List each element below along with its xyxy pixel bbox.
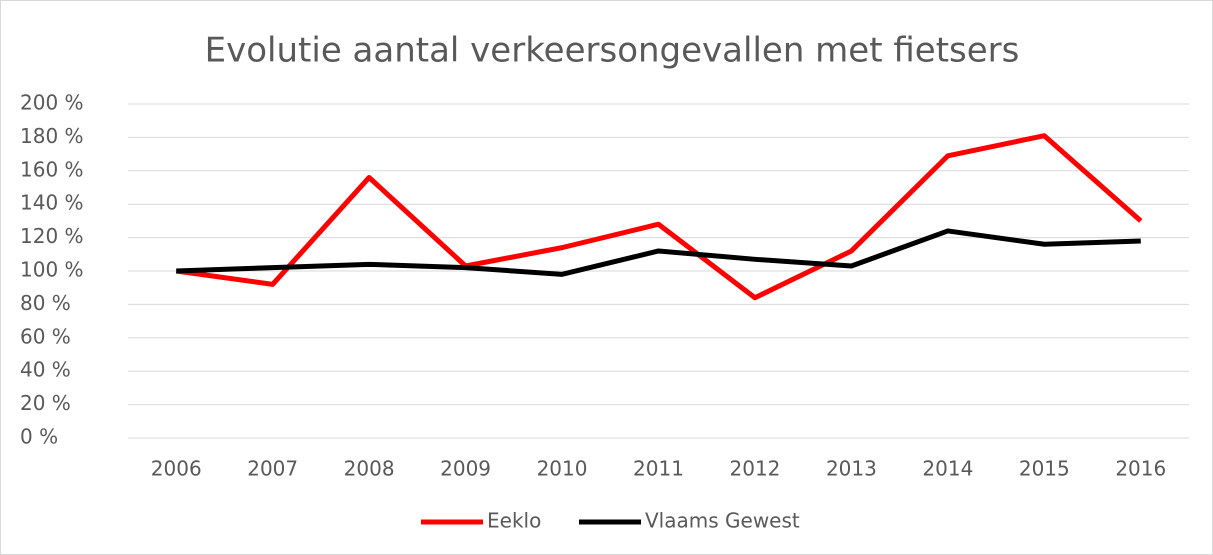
y-tick-label: 40 % <box>20 358 71 382</box>
y-tick-label: 140 % <box>20 191 84 215</box>
series-line <box>175 133 1143 301</box>
series-line <box>176 228 1141 277</box>
chart-title: Evolutie aantal verkeersongevallen met f… <box>205 31 1020 71</box>
x-tick-label: 2009 <box>440 457 491 481</box>
y-tick-label: 200 % <box>20 91 84 115</box>
x-tick-label: 2008 <box>344 457 395 481</box>
legend-label: Eeklo <box>487 509 541 533</box>
x-tick-label: 2011 <box>633 457 684 481</box>
y-tick-label: 100 % <box>20 258 84 282</box>
x-tick-label: 2006 <box>151 457 202 481</box>
y-tick-label: 0 % <box>20 425 58 449</box>
x-tick-label: 2010 <box>537 457 588 481</box>
x-tick-label: 2015 <box>1019 457 1070 481</box>
x-tick-label: 2014 <box>922 457 973 481</box>
y-tick-label: 60 % <box>20 324 71 348</box>
legend-label: Vlaams Gewest <box>645 509 800 533</box>
y-tick-label: 160 % <box>20 157 84 181</box>
x-tick-label: 2012 <box>730 457 781 481</box>
y-tick-label: 120 % <box>20 224 84 248</box>
y-tick-label: 80 % <box>20 291 71 315</box>
x-tick-label: 2016 <box>1115 457 1166 481</box>
y-tick-label: 20 % <box>20 391 71 415</box>
y-tick-label: 180 % <box>20 124 84 148</box>
x-tick-label: 2007 <box>247 457 298 481</box>
x-tick-label: 2013 <box>826 457 877 481</box>
